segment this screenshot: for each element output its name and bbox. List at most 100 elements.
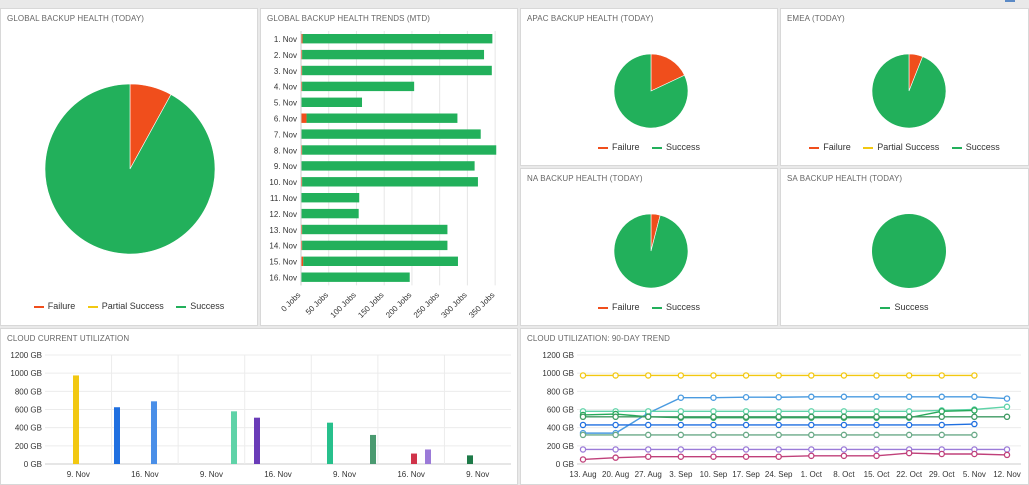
legend-item-partial[interactable]: Partial Success xyxy=(863,142,939,152)
legend-item-success[interactable]: Success xyxy=(951,142,1000,152)
data-point xyxy=(677,421,685,429)
legend-item-success[interactable]: Success xyxy=(652,142,700,152)
bar-failure xyxy=(301,49,303,60)
legend-item-success[interactable]: Success xyxy=(652,302,700,312)
data-point xyxy=(840,452,848,460)
apac-backup-health-panel: APAC BACKUP HEALTH (TODAY) Failure Succe… xyxy=(520,8,778,166)
header-accent-line xyxy=(1005,0,1015,2)
y-tick-label: 3. Nov xyxy=(274,67,297,76)
data-point xyxy=(840,413,848,421)
legend-swatch xyxy=(652,146,662,149)
legend-swatch xyxy=(87,305,98,308)
bar-failure xyxy=(301,65,303,76)
global-backup-trends-bar-chart: 1. Nov 2. Nov 3. Nov 4. Nov 5. Nov 6. Nov 7. N… xyxy=(269,31,497,320)
y-tick-label: 600 GB xyxy=(547,406,574,415)
data-point xyxy=(808,421,815,429)
legend-item-failure[interactable]: Failure xyxy=(597,142,639,152)
chart-legend: Success xyxy=(781,302,1028,312)
na-backup-health-panel: NA BACKUP HEALTH (TODAY) Failure Success xyxy=(520,168,778,326)
data-point xyxy=(873,413,880,421)
data-point xyxy=(677,413,685,421)
data-point xyxy=(579,421,587,429)
y-tick-label: 11. Nov xyxy=(270,194,297,203)
data-point xyxy=(775,421,782,429)
chart-legend: Failure Partial Success Success xyxy=(1,301,257,311)
series-line xyxy=(583,396,1008,434)
data-point xyxy=(873,393,880,401)
x-tick-label: 3. Sep xyxy=(669,470,693,479)
legend-item-failure[interactable]: Failure xyxy=(597,302,639,312)
legend-swatch xyxy=(880,306,891,309)
data-point xyxy=(742,408,750,415)
data-point xyxy=(644,446,652,453)
data-point xyxy=(677,446,685,453)
bar-failure xyxy=(301,34,303,44)
y-tick-label: 4. Nov xyxy=(274,83,297,92)
legend-item-partial[interactable]: Partial Success xyxy=(87,301,164,311)
data-point xyxy=(775,372,782,379)
data-point xyxy=(612,413,619,421)
data-point xyxy=(938,393,946,401)
sa-backup-health-panel: SA BACKUP HEALTH (TODAY) Success xyxy=(780,168,1029,326)
bar-success xyxy=(303,256,458,266)
pie-slice-success xyxy=(871,53,947,129)
legend-item-success[interactable]: Success xyxy=(176,301,224,311)
data-point xyxy=(644,421,652,429)
data-point xyxy=(644,372,652,379)
cloud-utilization-line-chart: 0 GB 200 GB 400 GB 600 GB 800 GB 1000 GB 1200 … xyxy=(542,351,1021,479)
data-point xyxy=(710,431,717,439)
data-point xyxy=(808,372,815,379)
data-point xyxy=(677,453,685,460)
data-point xyxy=(905,421,913,429)
bar-success xyxy=(301,97,363,107)
data-point xyxy=(905,431,913,439)
x-tick-label: 16. Nov xyxy=(131,470,159,479)
data-point xyxy=(1003,451,1011,459)
series-line xyxy=(582,452,1008,461)
data-point xyxy=(873,421,880,429)
data-point xyxy=(710,453,717,460)
panel-title: GLOBAL BACKUP HEALTH (TODAY) xyxy=(7,14,145,23)
x-tick-label: 9. Nov xyxy=(67,470,90,479)
data-point xyxy=(840,421,848,429)
data-point xyxy=(710,372,717,379)
data-point xyxy=(873,431,880,439)
legend-swatch xyxy=(652,306,662,309)
data-point xyxy=(742,421,750,429)
chart-legend: Failure Success xyxy=(521,302,777,312)
y-tick-label: 0 GB xyxy=(556,460,574,469)
y-tick-label: 200 GB xyxy=(547,442,574,451)
data-point xyxy=(612,431,619,439)
y-tick-label: 1000 GB xyxy=(10,369,42,378)
data-point xyxy=(873,446,880,453)
y-tick-label: 14. Nov xyxy=(269,242,297,251)
data-point xyxy=(971,407,978,414)
legend-item-failure[interactable]: Failure xyxy=(33,301,75,311)
y-tick-label: 600 GB xyxy=(15,406,42,415)
x-tick-label: 9. Nov xyxy=(466,470,489,479)
x-tick-label: 200 Jobs xyxy=(384,290,413,319)
y-tick-label: 16. Nov xyxy=(269,273,297,282)
data-point xyxy=(971,450,978,458)
bar-success xyxy=(302,49,485,60)
data-point xyxy=(873,452,880,460)
y-tick-label: 1200 GB xyxy=(10,351,42,360)
x-tick-label: 350 Jobs xyxy=(467,290,496,319)
data-point xyxy=(710,421,717,429)
data-point xyxy=(971,420,978,428)
x-tick-label: 50 Jobs xyxy=(304,290,330,316)
x-tick-label: 20. Aug xyxy=(602,470,629,479)
legend-item-failure[interactable]: Failure xyxy=(809,142,851,152)
bar-success xyxy=(301,129,481,139)
data-point xyxy=(808,408,815,415)
pie-slice-success xyxy=(44,83,216,255)
y-tick-label: 1. Nov xyxy=(274,35,297,44)
x-tick-label: 250 Jobs xyxy=(412,290,441,319)
legend-item-success[interactable]: Success xyxy=(880,302,929,312)
y-tick-label: 400 GB xyxy=(15,424,42,433)
y-tick-label: 13. Nov xyxy=(269,226,297,235)
bar-success xyxy=(302,224,448,235)
x-tick-label: 5. Nov xyxy=(963,470,986,479)
data-point xyxy=(775,413,782,421)
data-point xyxy=(612,372,619,379)
